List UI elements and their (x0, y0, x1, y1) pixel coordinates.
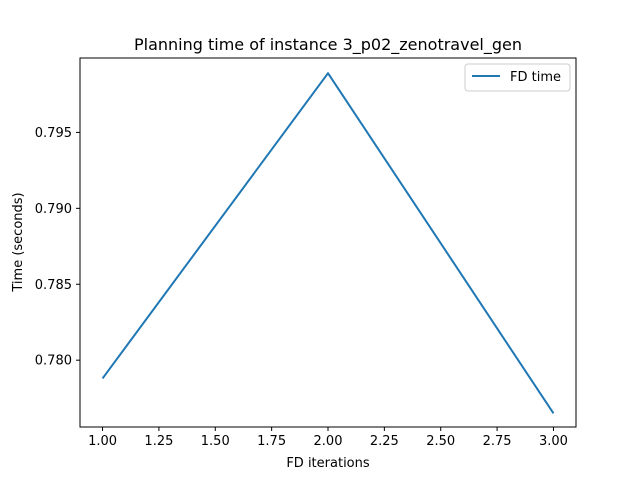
y-tick-label: 0.790 (35, 202, 72, 217)
series-line (101, 72, 555, 414)
x-tick-label: 2.00 (314, 434, 343, 449)
y-tick-label: 0.780 (35, 354, 72, 369)
x-tick-label: 2.25 (370, 434, 399, 449)
plot-area (79, 57, 577, 428)
x-tick-label: 1.25 (144, 434, 173, 449)
y-axis-label: Time (seconds) (11, 192, 26, 292)
x-tick-label: 3.00 (539, 434, 568, 449)
chart-title: Planning time of instance 3_p02_zenotrav… (134, 35, 522, 55)
x-tick-label: 2.75 (483, 434, 512, 449)
y-tick-label: 0.785 (35, 278, 72, 293)
series-layer (101, 72, 555, 414)
x-axis: 1.00 1.25 1.50 1.75 2.00 2.25 2.50 2.75 3.00 (88, 427, 568, 449)
x-tick-label: 1.75 (257, 434, 286, 449)
x-tick-label: 1.50 (201, 434, 230, 449)
legend-frame (464, 63, 571, 92)
x-tick-label: 2.50 (426, 434, 455, 449)
plot-frame (79, 57, 577, 428)
y-axis: 0.780 0.785 0.790 0.795 (35, 126, 80, 369)
x-axis-label: FD iterations (286, 456, 370, 471)
x-tick-label: 1.00 (88, 434, 117, 449)
legend: FD time (464, 63, 571, 92)
legend-label: FD time (510, 70, 561, 85)
y-tick-label: 0.795 (35, 126, 72, 141)
